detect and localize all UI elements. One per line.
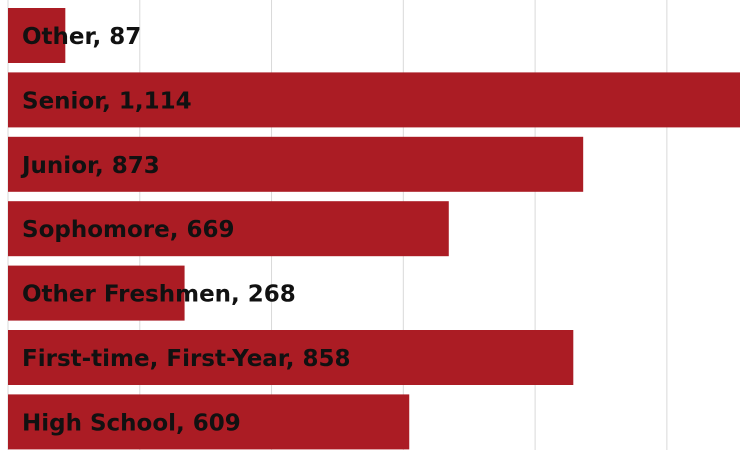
- bar: [8, 8, 66, 63]
- data-label: Other, 87: [22, 24, 141, 50]
- bar: [8, 394, 410, 450]
- bar: [8, 136, 584, 192]
- data-label: Junior, 873: [20, 153, 160, 179]
- bar: [8, 72, 740, 128]
- bar: [8, 265, 185, 321]
- data-label: Senior, 1,114: [22, 88, 192, 114]
- bar: [8, 201, 449, 257]
- data-label: High School, 609: [22, 410, 241, 436]
- data-label: Other Freshmen, 268: [22, 282, 296, 308]
- data-label: Sophomore, 669: [22, 217, 234, 243]
- data-label: First-time, First-Year, 858: [22, 346, 351, 372]
- bar: [8, 330, 574, 385]
